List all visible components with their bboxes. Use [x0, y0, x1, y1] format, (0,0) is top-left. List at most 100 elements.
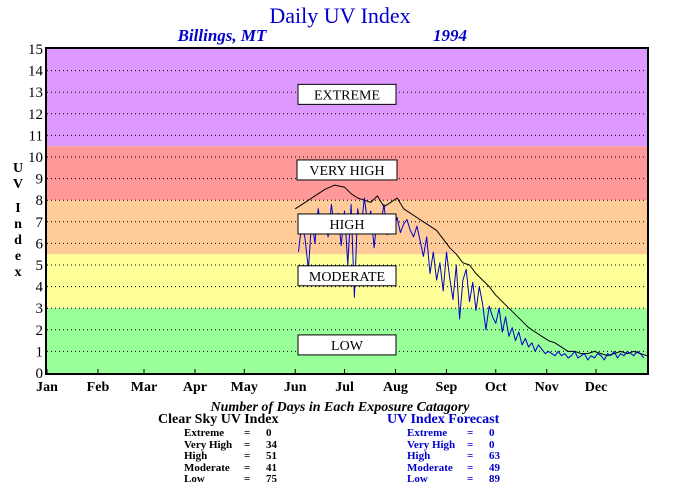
band-label-extreme: EXTREME [297, 83, 397, 105]
x-month-label: May [231, 380, 258, 395]
row-eq: = [467, 473, 474, 485]
row-value: 0 [489, 438, 495, 451]
row-label: Very High [184, 438, 233, 451]
band-label-box [297, 83, 397, 105]
band-label-text: LOW [331, 339, 364, 354]
row-eq: = [244, 461, 251, 474]
row-eq: = [244, 427, 251, 439]
row-value: 63 [489, 450, 500, 462]
table-row: Very High = 34 [184, 438, 277, 452]
data-series [294, 184, 648, 361]
band-label-box [297, 265, 397, 287]
row-label: Very High [407, 438, 456, 451]
row-value: 51 [266, 450, 277, 462]
y-tick-label: 2 [36, 323, 44, 339]
row-label: Extreme [407, 427, 448, 439]
row-eq: = [467, 461, 474, 474]
x-axis-months: Jan Feb Mar Apr May Jun Jul Aug Sep Oct Nov Dec [36, 369, 607, 395]
y-axis-label-letter: U [13, 161, 23, 176]
y-tick-label: 6 [36, 236, 44, 252]
y-tick-label: 3 [36, 301, 44, 317]
forecast-series-line [298, 197, 645, 361]
y-tick-label: 8 [36, 193, 44, 209]
row-value: 34 [266, 438, 277, 451]
row-value: 0 [489, 427, 495, 439]
band-label-moderate: MODERATE [297, 265, 397, 287]
row-eq: = [244, 438, 251, 451]
y-axis-label-letter: n [14, 217, 22, 232]
band-label-low: LOW [297, 334, 397, 356]
band-label-text: MODERATE [309, 270, 385, 285]
x-month-label: Feb [87, 380, 110, 395]
row-value: 89 [489, 473, 500, 485]
row-label: Extreme [184, 427, 225, 439]
y-tick-label: 7 [36, 215, 44, 231]
x-month-label: Sep [436, 380, 458, 395]
x-month-label: Mar [131, 380, 157, 395]
table-row: High = 51 [184, 450, 277, 463]
row-value: 0 [266, 427, 272, 439]
row-eq: = [467, 450, 474, 462]
uv-chart: Daily UV Index Billings, MT 1994 EXTREME… [13, 3, 649, 395]
y-tick-label: 0 [36, 366, 44, 382]
y-tick-label: 11 [29, 128, 43, 144]
y-tick-label: 1 [36, 344, 44, 360]
table-row: Moderate = 41 [184, 461, 277, 475]
table-row: Very High = 0 [407, 438, 500, 452]
y-axis-label-letter: V [13, 177, 23, 192]
forecast-summary: UV Index Forecast Extreme = 0 Very High … [387, 412, 500, 486]
y-axis-label-letter: I [15, 201, 20, 216]
x-month-label: Jun [284, 380, 307, 395]
row-label: High [407, 450, 431, 462]
y-axis-label-letter: x [15, 265, 22, 280]
chart-subtitle-year: 1994 [433, 26, 467, 45]
row-eq: = [467, 438, 474, 451]
band-labels: EXTREME VERY HIGH HIGH MODERATE LOW [296, 83, 398, 356]
row-label: High [184, 450, 208, 462]
plot-frame [45, 47, 649, 375]
y-axis-label-letter: d [14, 233, 22, 248]
table-row: Low = 89 [407, 473, 500, 486]
summary-caption: Number of Days in Each Exposure Catagory [210, 400, 470, 415]
y-tick-label: 15 [28, 42, 43, 58]
y-tick-label: 5 [36, 258, 44, 274]
band-label-high: HIGH [297, 213, 397, 235]
table-row: Extreme = 0 [407, 427, 500, 440]
row-label: Moderate [184, 461, 230, 474]
y-tick-label: 10 [28, 150, 43, 166]
row-label: Low [407, 473, 428, 485]
row-eq: = [467, 427, 474, 439]
chart-title: Daily UV Index [269, 3, 410, 28]
table-row: High = 63 [407, 450, 500, 463]
table-row: Moderate = 49 [407, 461, 500, 475]
row-value: 49 [489, 461, 500, 474]
row-label: Moderate [407, 461, 453, 474]
gridlines [47, 70, 647, 352]
x-month-label: Aug [383, 380, 408, 395]
y-tick-label: 14 [28, 64, 44, 80]
band-label-text: VERY HIGH [309, 164, 384, 179]
forecast-summary-title: UV Index Forecast [387, 412, 500, 427]
y-tick-label: 13 [28, 85, 43, 101]
y-tick-label: 12 [28, 107, 43, 123]
band-label-very-high: VERY HIGH [296, 159, 398, 181]
clear-sky-summary: Clear Sky UV Index Extreme = 0 Very High… [158, 412, 279, 486]
band-label-text: EXTREME [314, 88, 380, 103]
band-label-box [297, 334, 397, 356]
x-month-label: Apr [183, 380, 207, 395]
row-value: 41 [266, 461, 277, 474]
row-eq: = [244, 473, 251, 485]
row-value: 75 [266, 473, 277, 485]
band-label-box [296, 159, 398, 181]
clear-sky-summary-title: Clear Sky UV Index [158, 412, 279, 427]
forecast-summary-table: Extreme = 0 Very High = 0 High = 63 Mode… [407, 427, 500, 486]
band-label-text: HIGH [330, 218, 365, 233]
y-tick-label: 9 [36, 172, 44, 188]
table-row: Low = 75 [184, 473, 277, 486]
clear-sky-summary-table: Extreme = 0 Very High = 34 High = 51 Mod… [184, 427, 277, 486]
y-axis-label-letter: e [15, 249, 21, 264]
band-label-box [297, 213, 397, 235]
clear-sky-series-line [294, 184, 648, 357]
